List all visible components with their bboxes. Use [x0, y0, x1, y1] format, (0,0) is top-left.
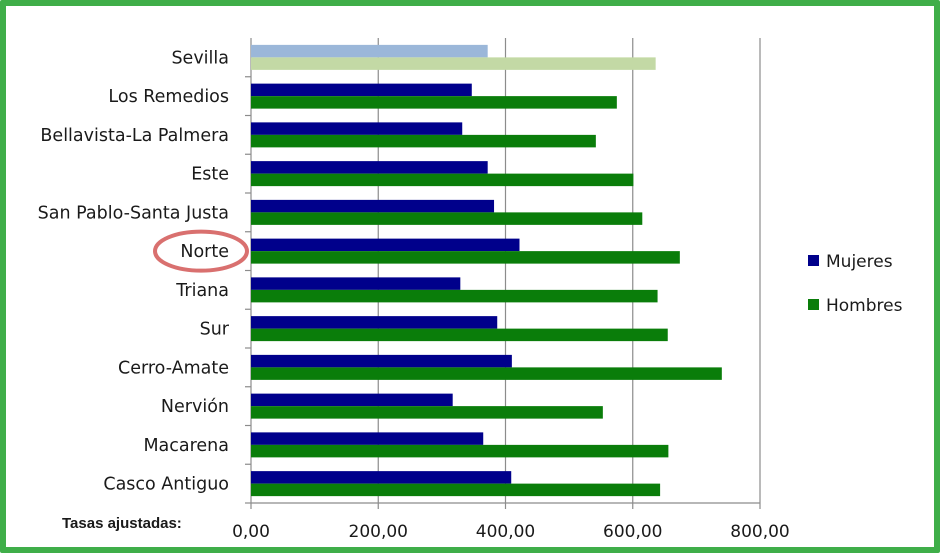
bar-hombres	[251, 406, 603, 419]
bar-mujeres	[251, 316, 498, 329]
category-label: Casco Antiguo	[103, 475, 229, 495]
highlight-ellipse	[153, 229, 249, 273]
bar-hombres	[251, 173, 634, 187]
category-label: Los Remedios	[108, 87, 229, 107]
bar-mujeres	[251, 238, 520, 252]
category-label: Macarena	[143, 436, 229, 456]
legend-label-mujeres: Mujeres	[826, 252, 893, 272]
category-label: Bellavista-La Palmera	[40, 126, 229, 146]
bar-mujeres	[251, 44, 488, 58]
bar-hombres	[251, 134, 596, 148]
x-tick-label: 800,00	[730, 522, 789, 542]
bar-mujeres	[251, 199, 495, 213]
category-label: Norte	[180, 242, 229, 262]
bar-hombres	[251, 483, 661, 497]
bar-hombres	[251, 212, 643, 225]
x-tick-label: 600,00	[603, 522, 662, 542]
category-label: Sevilla	[171, 48, 229, 68]
legend-label-hombres: Hombres	[826, 296, 903, 316]
bar-hombres	[251, 328, 668, 342]
bar-mujeres	[251, 354, 512, 368]
bar-hombres	[251, 444, 669, 458]
x-axis-title: Tasas ajustadas:	[62, 515, 182, 532]
bar-mujeres	[251, 83, 472, 97]
x-tick-label: 200,00	[349, 522, 408, 542]
category-label: San Pablo-Santa Justa	[38, 203, 229, 223]
bar-hombres	[251, 57, 656, 70]
category-label: Este	[191, 165, 229, 185]
bar-mujeres	[251, 277, 461, 290]
category-label: Sur	[200, 320, 230, 340]
bar-mujeres	[251, 122, 463, 135]
bar-mujeres	[251, 432, 484, 445]
category-label: Triana	[175, 281, 229, 301]
x-tick-label: 400,00	[476, 522, 535, 542]
bar-mujeres	[251, 393, 453, 407]
bar-mujeres	[251, 471, 512, 484]
bar-mujeres	[251, 161, 488, 174]
category-label: Cerro-Amate	[118, 358, 229, 378]
x-tick-label: 0,00	[232, 522, 270, 542]
bar-hombres	[251, 251, 680, 264]
bar-hombres	[251, 96, 617, 109]
bar-hombres	[251, 367, 722, 380]
category-label: Nervión	[161, 397, 229, 417]
bar-hombres	[251, 289, 658, 303]
legend-swatch-mujeres	[808, 255, 819, 266]
legend-swatch-hombres	[808, 299, 819, 310]
